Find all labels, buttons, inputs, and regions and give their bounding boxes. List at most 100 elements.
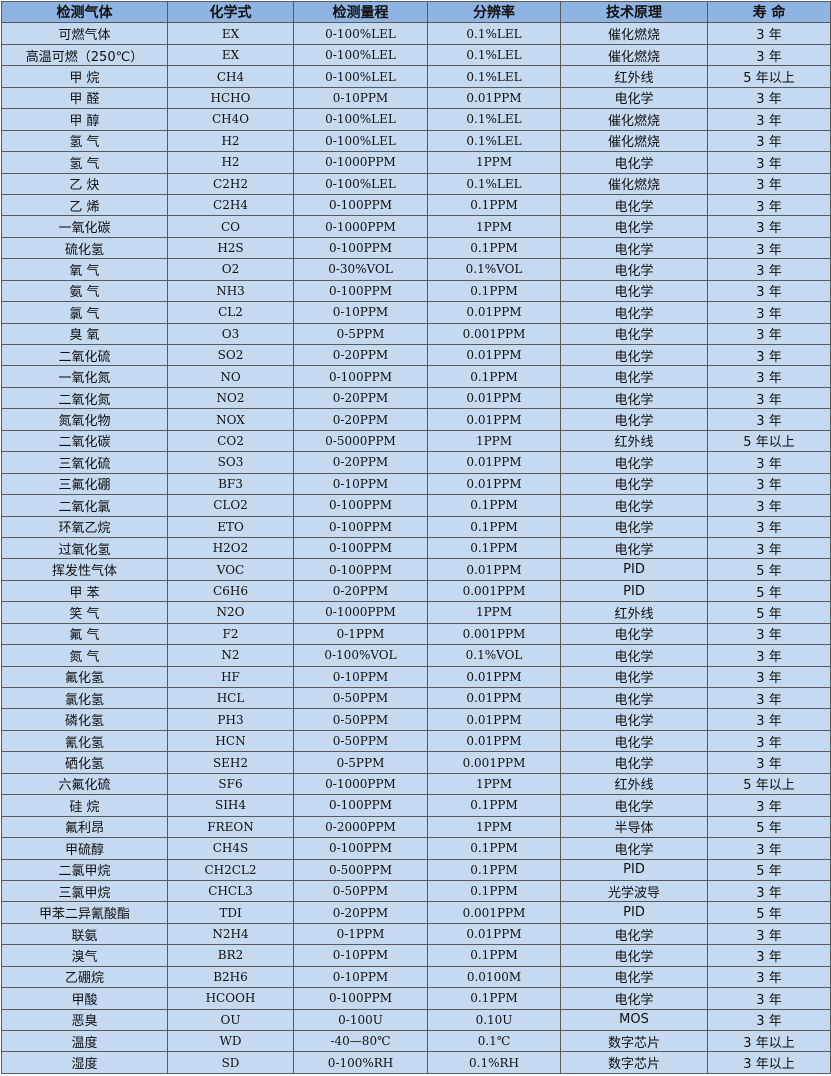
cell-resolution: 0.1PPM <box>427 193 561 217</box>
header-gas: 检测气体 <box>1 0 168 24</box>
table-row: 氰化氢 HCN 0-50PPM 0.01PPM 电化学 3 年 <box>1 729 831 753</box>
table-row: 三氯甲烷 CHCL3 0-50PPM 0.1PPM 光学波导 3 年 <box>1 879 831 903</box>
cell-formula: B2H6 <box>167 965 294 989</box>
cell-gas: 氟利昂 <box>1 815 168 839</box>
cell-principle: 电化学 <box>560 193 708 217</box>
cell-gas: 氢 气 <box>1 129 168 153</box>
cell-gas: 二氯甲烷 <box>1 858 168 881</box>
cell-resolution: 0.01PPM <box>427 451 561 474</box>
cell-range: 0-100%LEL <box>293 172 428 195</box>
cell-formula: SD <box>167 1051 294 1074</box>
cell-gas: 氨 气 <box>1 279 168 303</box>
cell-lifespan: 3 年 <box>707 22 831 45</box>
cell-principle: 催化燃烧 <box>560 129 708 153</box>
cell-principle: 电化学 <box>560 729 708 753</box>
cell-resolution: 0.01PPM <box>427 665 561 689</box>
cell-formula: CO2 <box>167 429 294 453</box>
cell-resolution: 0.01PPM <box>427 301 561 324</box>
cell-principle: 电化学 <box>560 86 708 110</box>
cell-principle: 数字芯片 <box>560 1029 708 1053</box>
cell-range: 0-1PPM <box>293 922 428 946</box>
cell-lifespan: 5 年 <box>707 579 831 603</box>
cell-gas: 乙 炔 <box>1 172 168 195</box>
cell-lifespan: 5 年 <box>707 901 831 924</box>
table-row: 乙 炔 C2H2 0-100%LEL 0.1%LEL 催化燃烧 3 年 <box>1 172 831 195</box>
cell-lifespan: 3 年 <box>707 193 831 217</box>
cell-principle: 电化学 <box>560 151 708 174</box>
cell-gas: 甲酸 <box>1 987 168 1010</box>
cell-lifespan: 3 年 <box>707 322 831 346</box>
cell-range: 0-100%LEL <box>293 129 428 153</box>
cell-lifespan: 3 年 <box>707 343 831 367</box>
cell-formula: NO2 <box>167 386 294 410</box>
header-range: 检测量程 <box>293 0 428 24</box>
cell-gas: 甲硫醇 <box>1 837 168 860</box>
cell-lifespan: 3 年 <box>707 472 831 496</box>
cell-range: 0-20PPM <box>293 451 428 474</box>
cell-lifespan: 3 年 <box>707 151 831 174</box>
cell-principle: 电化学 <box>560 258 708 281</box>
cell-range: 0-50PPM <box>293 729 428 753</box>
cell-lifespan: 3 年 <box>707 1008 831 1032</box>
cell-range: 0-100PPM <box>293 558 428 581</box>
cell-lifespan: 5 年 <box>707 601 831 624</box>
cell-resolution: 0.0100M <box>427 965 561 989</box>
cell-gas: 三氯甲烷 <box>1 879 168 903</box>
cell-range: 0-100PPM <box>293 987 428 1010</box>
cell-lifespan: 3 年 <box>707 279 831 303</box>
cell-resolution: 0.001PPM <box>427 622 561 646</box>
table-row: 乙 烯 C2H4 0-100PPM 0.1PPM 电化学 3 年 <box>1 193 831 217</box>
table-row: 挥发性气体 VOC 0-100PPM 0.01PPM PID 5 年 <box>1 558 831 581</box>
cell-lifespan: 3 年 <box>707 408 831 431</box>
cell-resolution: 0.01PPM <box>427 343 561 367</box>
cell-principle: PID <box>560 901 708 924</box>
table-row: 温度 WD -40—80℃ 0.1℃ 数字芯片 3 年以上 <box>1 1029 831 1053</box>
cell-principle: 电化学 <box>560 301 708 324</box>
cell-resolution: 0.01PPM <box>427 686 561 710</box>
cell-lifespan: 3 年 <box>707 944 831 967</box>
table-row: 二氧化氮 NO2 0-20PPM 0.01PPM 电化学 3 年 <box>1 386 831 410</box>
cell-formula: H2 <box>167 129 294 153</box>
cell-resolution: 1PPM <box>427 815 561 839</box>
cell-resolution: 1PPM <box>427 772 561 796</box>
cell-gas: 臭 氧 <box>1 322 168 346</box>
table-row: 可燃气体 EX 0-100%LEL 0.1%LEL 催化燃烧 3 年 <box>1 22 831 45</box>
cell-range: 0-10PPM <box>293 301 428 324</box>
cell-formula: OU <box>167 1008 294 1032</box>
table-row: 三氧化硫 SO3 0-20PPM 0.01PPM 电化学 3 年 <box>1 451 831 474</box>
cell-principle: 光学波导 <box>560 879 708 903</box>
cell-range: 0-20PPM <box>293 579 428 603</box>
cell-principle: 电化学 <box>560 944 708 967</box>
table-row: 甲 苯 C6H6 0-20PPM 0.001PPM PID 5 年 <box>1 579 831 603</box>
cell-formula: CH2CL2 <box>167 858 294 881</box>
cell-gas: 磷化氢 <box>1 708 168 731</box>
cell-range: 0-10PPM <box>293 944 428 967</box>
cell-range: 0-1000PPM <box>293 601 428 624</box>
cell-range: 0-100%RH <box>293 1051 428 1074</box>
table-row: 恶臭 OU 0-100U 0.10U MOS 3 年 <box>1 1008 831 1032</box>
cell-resolution: 0.1%RH <box>427 1051 561 1074</box>
cell-formula: HCN <box>167 729 294 753</box>
header-lifespan: 寿 命 <box>707 0 831 24</box>
cell-principle: 催化燃烧 <box>560 172 708 195</box>
cell-formula: H2O2 <box>167 536 294 560</box>
cell-formula: C2H2 <box>167 172 294 195</box>
cell-lifespan: 3 年 <box>707 729 831 753</box>
table-row: 氟利昂 FREON 0-2000PPM 1PPM 半导体 5 年 <box>1 815 831 839</box>
cell-gas: 溴气 <box>1 944 168 967</box>
cell-principle: 电化学 <box>560 386 708 410</box>
table-body: 可燃气体 EX 0-100%LEL 0.1%LEL 催化燃烧 3 年高温可燃（250℃） E… <box>1 22 831 1074</box>
cell-gas: 一氧化氮 <box>1 365 168 388</box>
table-row: 联氨 N2H4 0-1PPM 0.01PPM 电化学 3 年 <box>1 922 831 946</box>
cell-range: 0-100U <box>293 1008 428 1032</box>
table-row: 磷化氢 PH3 0-50PPM 0.01PPM 电化学 3 年 <box>1 708 831 731</box>
cell-lifespan: 3 年 <box>707 708 831 731</box>
cell-principle: 电化学 <box>560 408 708 431</box>
cell-formula: SF6 <box>167 772 294 796</box>
cell-principle: 电化学 <box>560 536 708 560</box>
cell-resolution: 0.1PPM <box>427 837 561 860</box>
cell-principle: 电化学 <box>560 922 708 946</box>
cell-formula: CH4 <box>167 65 294 88</box>
cell-resolution: 0.001PPM <box>427 751 561 774</box>
cell-formula: C6H6 <box>167 579 294 603</box>
